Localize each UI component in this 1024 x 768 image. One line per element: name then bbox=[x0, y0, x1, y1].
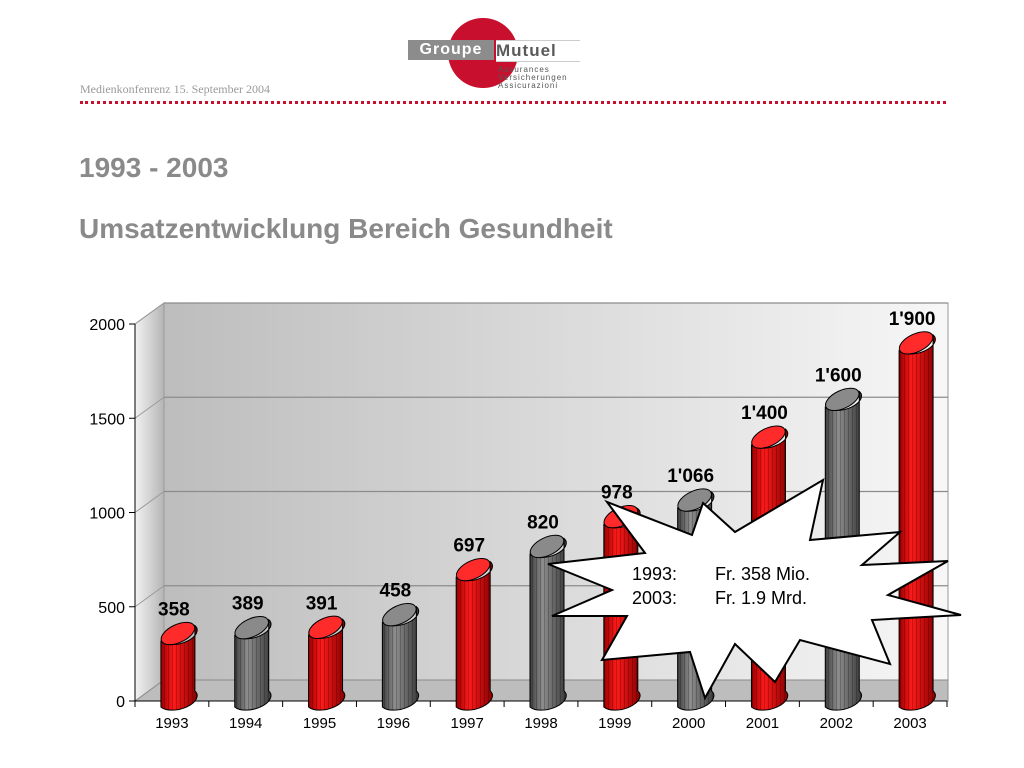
callout-year: 1993: bbox=[632, 564, 677, 584]
bar-cylinder bbox=[381, 603, 420, 711]
logo-line-assurances: Assurances bbox=[498, 65, 550, 74]
y-tick-label: 1000 bbox=[89, 506, 125, 523]
bar-top bbox=[825, 387, 860, 412]
gridline-side bbox=[134, 302, 165, 325]
x-tick-label: 1999 bbox=[598, 715, 631, 732]
bar-stripes bbox=[530, 538, 567, 711]
callout-value: Fr. 1.9 Mrd. bbox=[715, 588, 807, 608]
x-tick-label: 1997 bbox=[450, 715, 483, 732]
bar-top bbox=[308, 615, 343, 639]
bar-stripes bbox=[382, 606, 419, 711]
bar-stripes bbox=[456, 561, 493, 711]
x-tick-label: 1993 bbox=[155, 715, 188, 732]
y-tick-label: 1500 bbox=[89, 411, 125, 428]
callout-starburst bbox=[547, 477, 962, 701]
y-tick-label: 500 bbox=[98, 600, 125, 617]
bar-value-label: 389 bbox=[232, 594, 264, 615]
gridline-side bbox=[134, 396, 165, 419]
bar-cylinder bbox=[308, 615, 346, 711]
bar-value-label: 697 bbox=[453, 536, 485, 557]
bar-stripes bbox=[899, 334, 936, 711]
bar-top bbox=[382, 603, 417, 627]
gridline-side bbox=[134, 491, 165, 513]
bar-top bbox=[898, 331, 934, 355]
bar-stripes bbox=[160, 625, 198, 711]
bar-top bbox=[234, 616, 269, 640]
logo-line-versicherungen: Versicherungen bbox=[498, 73, 568, 82]
bar-stripes bbox=[234, 619, 271, 711]
callout-value: Fr. 358 Mio. bbox=[715, 564, 810, 584]
bar-value-label: 358 bbox=[158, 600, 190, 621]
bar-value-label: 391 bbox=[306, 593, 338, 614]
x-tick-label: 1994 bbox=[229, 715, 262, 732]
x-tick-label: 2002 bbox=[820, 715, 853, 732]
y-tick-label: 0 bbox=[116, 694, 125, 711]
bar-value-label: 458 bbox=[380, 581, 412, 602]
bar-top bbox=[751, 425, 786, 449]
bar-value-label: 1'400 bbox=[741, 403, 788, 424]
bar-value-label: 1'066 bbox=[667, 466, 714, 487]
x-tick-label: 1995 bbox=[303, 715, 336, 732]
bar-cylinder bbox=[529, 534, 567, 711]
y-tick-label: 2000 bbox=[89, 317, 125, 334]
bar-cylinder bbox=[160, 621, 198, 711]
x-tick-label: 2003 bbox=[893, 715, 926, 732]
x-tick-label: 2000 bbox=[672, 715, 705, 732]
logo-groupe-text: Groupe bbox=[408, 40, 494, 60]
groupe-mutuel-logo: Groupe Mutuel Assurances Versicherungen … bbox=[408, 18, 608, 98]
bar-value-label: 978 bbox=[601, 483, 633, 504]
gridline-side bbox=[134, 585, 165, 608]
bar-cylinder bbox=[898, 331, 936, 711]
page-title-years: 1993 - 2003 bbox=[79, 152, 229, 183]
bar-value-label: 1'600 bbox=[815, 365, 862, 386]
bar-value-label: 820 bbox=[527, 512, 559, 533]
bar-cylinder bbox=[455, 557, 493, 711]
logo-mutuel-text: Mutuel bbox=[496, 40, 580, 62]
bar-top bbox=[529, 534, 565, 559]
header-divider bbox=[80, 101, 946, 104]
bar-stripes bbox=[308, 619, 345, 711]
x-tick-label: 1996 bbox=[377, 715, 410, 732]
callout-year: 2003: bbox=[632, 588, 677, 608]
x-tick-label: 1998 bbox=[524, 715, 557, 732]
x-tick-label: 2001 bbox=[746, 715, 779, 732]
bar-top bbox=[455, 557, 491, 582]
bar-top bbox=[160, 621, 196, 646]
logo-subtitle: Assurances Versicherungen Assicurazioni bbox=[498, 66, 568, 90]
bar-cylinder bbox=[234, 616, 272, 711]
logo-line-assicurazioni: Assicurazioni bbox=[498, 81, 559, 90]
conference-caption: Medienkonfenrenz 15. September 2004 bbox=[80, 82, 270, 96]
bar-value-label: 1'900 bbox=[889, 309, 936, 330]
page-title-subject: Umsatzentwicklung Bereich Gesundheit bbox=[79, 213, 613, 244]
